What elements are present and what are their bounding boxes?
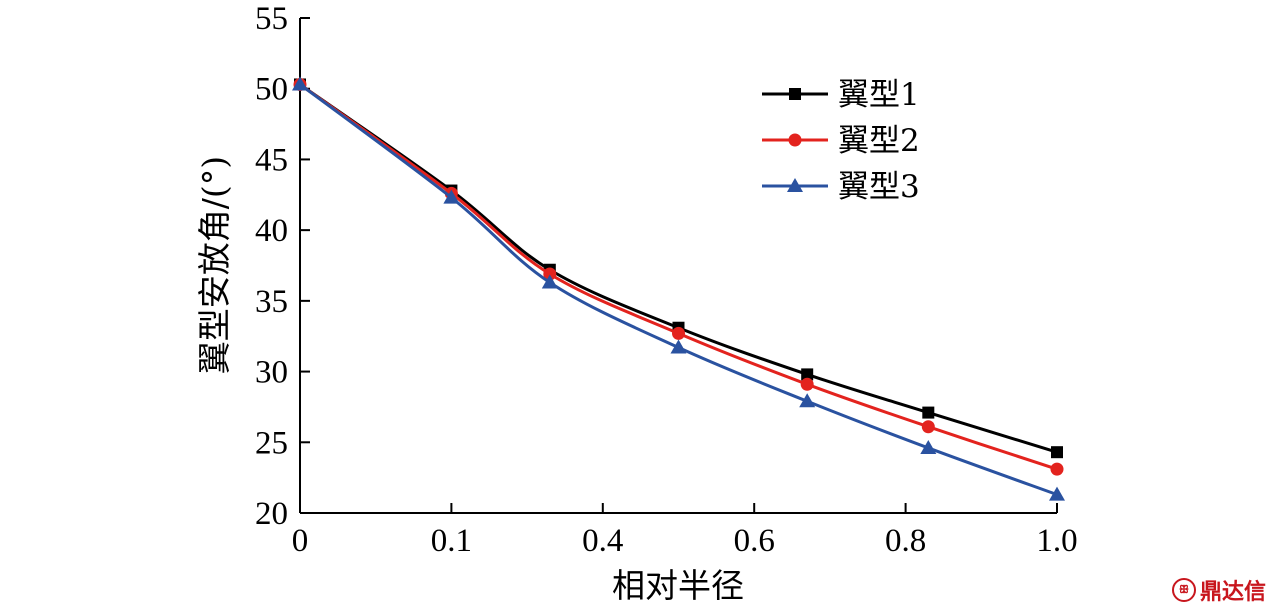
series-1 bbox=[294, 78, 1063, 459]
data-point bbox=[1049, 486, 1065, 501]
axis-ticks: 20 25 30 35 40 45 50 55 0 0.1 0.4 0.6 0.8 1.0 bbox=[255, 1, 1078, 559]
x-tick-label: 0.6 bbox=[734, 523, 775, 559]
y-tick-label: 40 bbox=[255, 213, 288, 249]
y-tick-label: 20 bbox=[255, 496, 288, 532]
data-point bbox=[801, 368, 814, 381]
y-tick-label: 30 bbox=[255, 355, 288, 391]
watermark-text: 鼎达信 bbox=[1199, 580, 1266, 605]
x-tick-label: 0.8 bbox=[885, 523, 926, 559]
legend-marker bbox=[788, 133, 802, 147]
data-point bbox=[1051, 446, 1063, 459]
legend-label: 翼型3 bbox=[838, 169, 920, 205]
y-tick-label: 55 bbox=[255, 1, 288, 37]
data-point bbox=[922, 406, 935, 419]
series-line bbox=[299, 83, 1058, 471]
series-3 bbox=[292, 76, 1065, 501]
data-point bbox=[672, 326, 685, 340]
x-tick-label: 0.1 bbox=[431, 523, 472, 559]
chart-axes bbox=[299, 18, 1057, 514]
y-tick-label: 45 bbox=[255, 142, 288, 178]
data-point bbox=[800, 377, 814, 391]
legend-marker bbox=[787, 178, 803, 192]
y-tick-label: 50 bbox=[255, 72, 288, 108]
data-point bbox=[921, 420, 935, 434]
legend-label: 翼型2 bbox=[838, 123, 920, 159]
legend-label: 翼型1 bbox=[838, 77, 920, 113]
legend: 翼型1 翼型2 翼型3 bbox=[762, 77, 920, 205]
series-line bbox=[299, 83, 1058, 454]
data-point bbox=[541, 274, 558, 289]
y-tick-label: 25 bbox=[255, 425, 288, 461]
data-point bbox=[443, 189, 460, 204]
watermark: ꕥ 鼎达信 bbox=[1171, 574, 1266, 606]
y-axis-title: 翼型安放角/(°) bbox=[195, 156, 234, 374]
x-tick-label: 1.0 bbox=[1036, 523, 1077, 559]
series-layer bbox=[292, 76, 1065, 501]
watermark-logo-icon: ꕥ bbox=[1171, 578, 1196, 602]
x-tick-label: 0 bbox=[292, 523, 309, 559]
series-2 bbox=[293, 77, 1064, 476]
x-tick-label: 0.4 bbox=[582, 523, 623, 559]
legend-marker bbox=[789, 88, 801, 100]
data-point bbox=[920, 439, 937, 454]
data-point bbox=[543, 267, 557, 281]
x-axis-title: 相对半径 bbox=[612, 566, 744, 605]
data-point bbox=[799, 393, 816, 408]
y-tick-label: 35 bbox=[255, 284, 288, 320]
data-point bbox=[1050, 462, 1064, 476]
data-point bbox=[670, 339, 687, 354]
data-point bbox=[292, 76, 308, 91]
